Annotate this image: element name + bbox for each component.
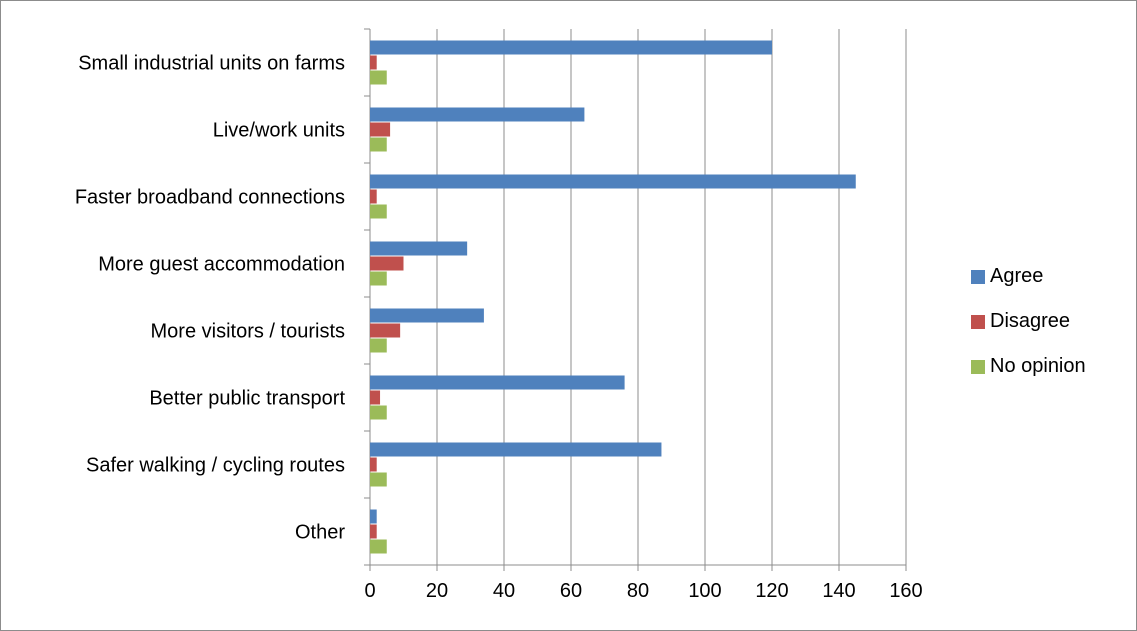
bar-no-opinion — [370, 338, 387, 353]
legend: Agree Disagree No opinion — [971, 254, 1086, 389]
legend-swatch-disagree — [971, 314, 985, 329]
bar-agree — [370, 442, 662, 457]
legend-item-agree: Agree — [971, 254, 1086, 299]
bar-no-opinion — [370, 472, 387, 487]
category-label: Live/work units — [213, 120, 345, 142]
bar-no-opinion — [370, 539, 387, 554]
bar-disagree — [370, 524, 377, 539]
category-label: Faster broadband connections — [75, 187, 345, 209]
category-label: Safer walking / cycling routes — [86, 455, 345, 477]
x-tick-label: 0 — [364, 580, 375, 602]
bar-agree — [370, 241, 468, 256]
bar-no-opinion — [370, 271, 387, 286]
category-label: More visitors / tourists — [151, 321, 345, 343]
bar-disagree — [370, 122, 391, 137]
bar-disagree — [370, 457, 377, 472]
legend-label-disagree: Disagree — [990, 310, 1071, 332]
x-tick-label: 80 — [627, 580, 649, 602]
bar-disagree — [370, 323, 401, 338]
legend-swatch-no-opinion — [971, 359, 985, 374]
category-label: More guest accommodation — [98, 254, 345, 276]
bar-disagree — [370, 390, 381, 405]
bar-no-opinion — [370, 204, 387, 219]
bar-agree — [370, 375, 625, 390]
bar-agree — [370, 174, 856, 189]
legend-label-agree: Agree — [990, 265, 1044, 287]
category-label: Small industrial units on farms — [78, 53, 345, 75]
x-tick-label: 140 — [822, 580, 855, 602]
category-label: Better public transport — [149, 388, 345, 410]
legend-item-no-opinion: No opinion — [971, 344, 1086, 389]
x-tick-label: 60 — [560, 580, 582, 602]
x-tick-label: 40 — [493, 580, 515, 602]
bar-agree — [370, 40, 772, 55]
bar-no-opinion — [370, 137, 387, 152]
bar-disagree — [370, 256, 404, 271]
x-tick-label: 100 — [688, 580, 721, 602]
bar-no-opinion — [370, 70, 387, 85]
legend-item-disagree: Disagree — [971, 299, 1086, 344]
bar-agree — [370, 308, 484, 323]
x-tick-label: 20 — [426, 580, 448, 602]
bar-agree — [370, 107, 585, 122]
bar-agree — [370, 509, 377, 524]
legend-swatch-agree — [971, 269, 985, 284]
bar-disagree — [370, 189, 377, 204]
bar-disagree — [370, 55, 377, 70]
legend-label-no-opinion: No opinion — [990, 355, 1086, 377]
x-tick-label: 120 — [755, 580, 788, 602]
x-tick-label: 160 — [889, 580, 922, 602]
category-label: Other — [295, 522, 345, 544]
bar-no-opinion — [370, 405, 387, 420]
